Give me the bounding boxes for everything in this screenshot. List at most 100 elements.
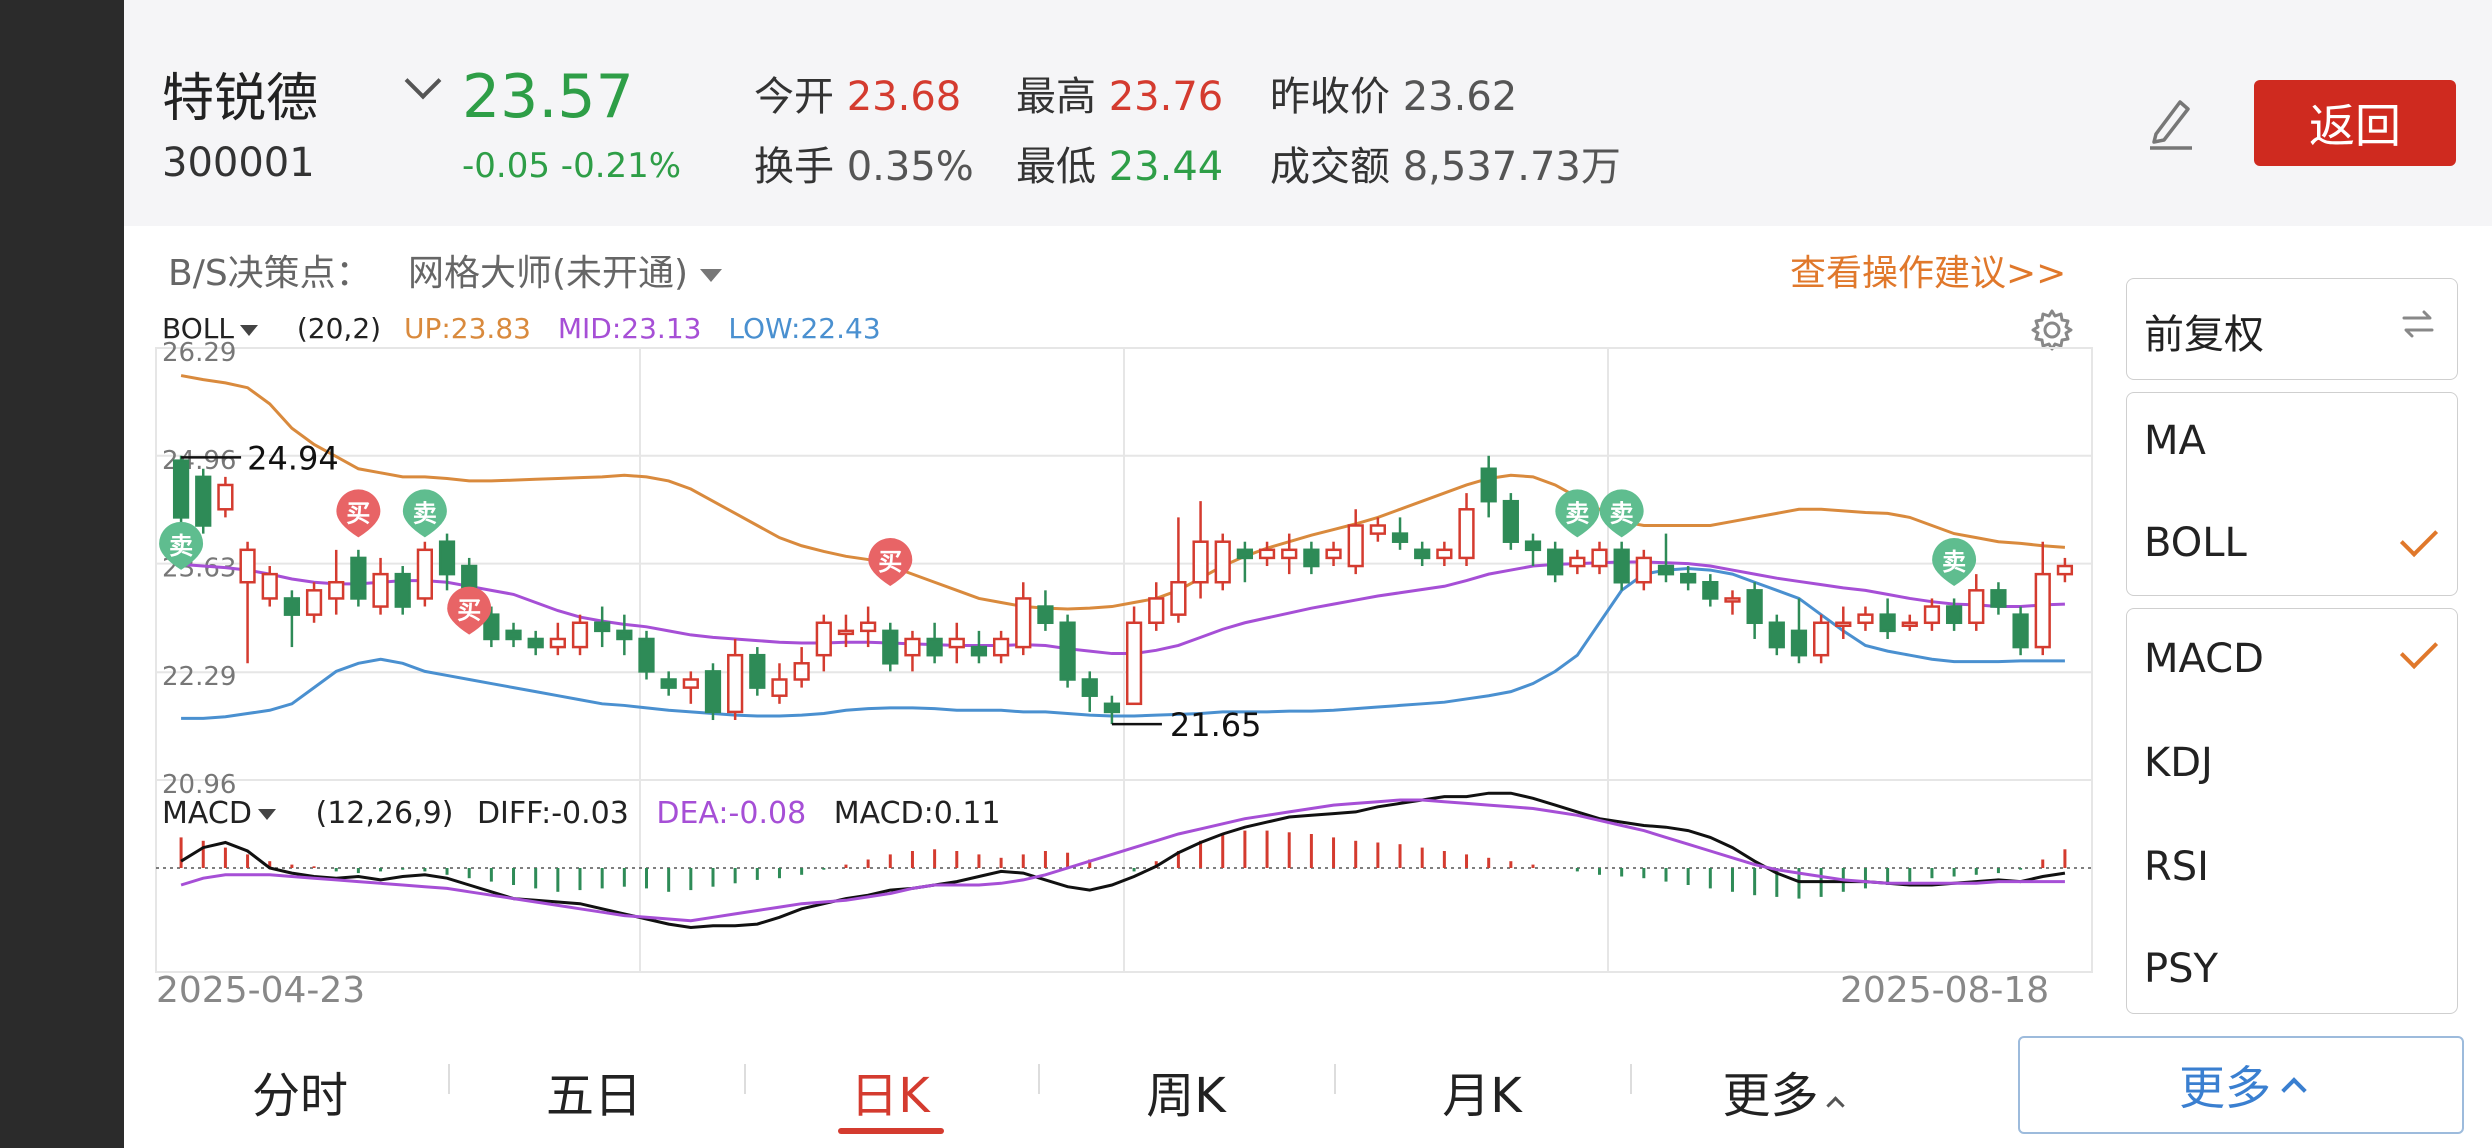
kline-chart[interactable]: 26.2924.9623.6322.2920.96 24.9421.65 卖买卖…: [0, 0, 2110, 1000]
indicator-ma[interactable]: MA: [2144, 418, 2206, 464]
edit-icon[interactable]: [2146, 92, 2196, 152]
tab-daily-k[interactable]: 日K: [850, 1068, 930, 1124]
signal-pin: [1599, 489, 1644, 538]
end-date: 2025-08-18: [1840, 970, 2050, 1011]
candle-down: [1945, 605, 1963, 625]
quote-amount: 成交额 8,537.73万: [1270, 134, 1621, 192]
candle-down: [172, 459, 190, 519]
quote-label: 昨收价: [1270, 74, 1390, 120]
candle-down: [1879, 613, 1896, 633]
candle-down: [1702, 580, 1719, 600]
candle-down: [1524, 540, 1542, 552]
grid-master-select[interactable]: 网格大师(未开通): [408, 244, 723, 296]
indicator-rsi[interactable]: RSI: [2144, 844, 2209, 890]
candle-up: [1125, 621, 1143, 706]
tab-divider: [1038, 1064, 1040, 1094]
candle-down: [704, 670, 722, 714]
candle-down: [1990, 589, 2007, 608]
quote-label: 成交额: [1270, 144, 1390, 190]
dropdown-arrow-icon: [257, 809, 276, 820]
candle-down: [638, 637, 655, 673]
signal-label: 买: [457, 597, 481, 625]
buy-signal-icon[interactable]: 买: [868, 538, 913, 587]
boll-params: (20,2): [296, 312, 382, 345]
more-button[interactable]: 更多: [2018, 1036, 2464, 1134]
indicator-kdj[interactable]: KDJ: [2144, 740, 2213, 786]
candle-down: [1081, 678, 1098, 697]
grid-master-label: 网格大师(未开通): [408, 253, 689, 294]
candle-up: [1923, 605, 1941, 625]
dropdown-arrow-icon: [239, 324, 258, 336]
tab-intraday[interactable]: 分时: [251, 1068, 348, 1124]
candle-up: [1813, 621, 1830, 657]
boll-indicator-select[interactable]: BOLL: [162, 312, 258, 345]
candle-up: [1325, 548, 1342, 560]
back-button[interactable]: 返回: [2254, 80, 2456, 166]
sell-signal-icon[interactable]: 卖: [1555, 489, 1600, 538]
macd-dea-line: [180, 798, 2065, 923]
candle-up: [1281, 548, 1298, 560]
candle-down: [1236, 548, 1254, 560]
signal-label: 卖: [1565, 499, 1589, 527]
extreme-marks: 24.94 21.65: [181, 439, 1262, 744]
tab-divider: [744, 1064, 746, 1094]
indicator-macd[interactable]: MACD: [2144, 636, 2264, 682]
tab-weekly-k[interactable]: 周K: [1146, 1068, 1226, 1124]
candle-up: [1968, 589, 1985, 625]
candle-up: [1591, 548, 1608, 568]
candle-down: [1790, 629, 1808, 657]
quote-label: 今开: [754, 74, 834, 120]
quote-turnover: 换手 0.35%: [754, 134, 974, 192]
buy-signal-icon[interactable]: 买: [336, 489, 381, 538]
candle-up: [239, 548, 256, 584]
signal-pin: [336, 489, 381, 538]
quote-header: [124, 0, 2492, 226]
adjust-panel[interactable]: [2126, 278, 2458, 380]
candle-down: [483, 613, 500, 641]
sell-signal-icon[interactable]: 卖: [402, 489, 447, 538]
macd-indicator-select[interactable]: MACD: [162, 796, 276, 831]
signal-pin: [868, 538, 913, 587]
candle-down: [749, 653, 766, 689]
candle-up: [1192, 540, 1209, 584]
current-price: 23.57: [462, 62, 634, 132]
more-button-label: 更多: [2179, 1061, 2271, 1115]
quote-label: 换手: [754, 144, 834, 190]
tab-monthly-k[interactable]: 月K: [1442, 1068, 1522, 1124]
buy-signal-icon[interactable]: 买: [447, 586, 492, 635]
sell-signal-icon[interactable]: 卖: [1932, 538, 1977, 587]
advice-link[interactable]: 查看操作建议>>: [1790, 253, 2067, 294]
candle-down: [527, 637, 544, 649]
boll-mid: MID:23.13: [557, 312, 702, 345]
candle-down: [1547, 548, 1564, 576]
candle-down: [926, 637, 943, 657]
swap-icon[interactable]: [2398, 304, 2438, 344]
macd-diff: DIFF:-0.03: [476, 796, 629, 831]
tab-more[interactable]: 更多: [1702, 1056, 1862, 1126]
price-change: -0.05 -0.21%: [462, 146, 681, 186]
tab-divider: [448, 1064, 450, 1094]
candle-up: [793, 662, 810, 681]
candle-down: [1037, 605, 1054, 625]
signal-pin: [1555, 489, 1600, 538]
price-tick-label: 20.96: [162, 770, 236, 800]
quote-high: 最高 23.76: [1016, 64, 1223, 122]
sell-signal-icon[interactable]: 卖: [1599, 489, 1644, 538]
quote-value: 8,537.73万: [1402, 144, 1621, 190]
candle-down: [438, 540, 456, 576]
quote-value: 23.62: [1402, 74, 1518, 120]
change-percent: -0.21%: [560, 146, 682, 186]
quote-prev-close: 昨收价 23.62: [1270, 64, 1517, 122]
tab-five-day[interactable]: 五日: [545, 1068, 642, 1124]
candle-down: [1103, 702, 1121, 714]
candle-up: [2034, 572, 2051, 649]
indicator-boll[interactable]: BOLL: [2144, 520, 2247, 566]
sell-signal-icon[interactable]: 卖: [159, 521, 204, 570]
candle-up: [992, 637, 1010, 657]
chevron-up-icon: [1825, 1096, 1845, 1115]
indicator-psy[interactable]: PSY: [2144, 946, 2218, 992]
signal-label: 买: [878, 548, 902, 576]
max-price-label: 24.94: [247, 439, 339, 477]
adjust-select[interactable]: 前复权: [2144, 312, 2264, 358]
stock-name[interactable]: 特锐德: [162, 69, 319, 129]
